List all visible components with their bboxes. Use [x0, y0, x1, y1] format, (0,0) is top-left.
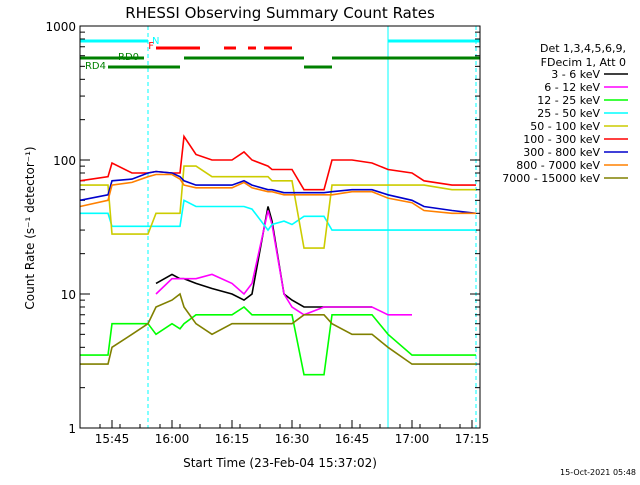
legend-header-line-1: Det 1,3,4,5,6,9,	[540, 42, 626, 55]
legend-label-300-800-kev: 300 - 800 keV	[523, 146, 600, 159]
x-tick-label-6: 17:15	[455, 432, 490, 446]
series-line-7000-15000-kev	[80, 292, 476, 365]
plot-frame	[79, 25, 481, 429]
y-tick-label-1: 10	[61, 288, 76, 302]
legend-label-25-50-kev: 25 - 50 keV	[537, 107, 600, 120]
x-tick-label-2: 16:15	[215, 432, 250, 446]
series-line-12-25-kev	[80, 305, 476, 376]
flag-label-n: N	[152, 36, 159, 47]
x-tick-label-4: 16:45	[335, 432, 370, 446]
y-tick-label-3: 1000	[45, 20, 76, 34]
x-tick-label-3: 16:30	[275, 432, 310, 446]
series-line-50-100-kev	[80, 165, 476, 249]
x-tick-label-5: 17:00	[395, 432, 430, 446]
legend-header-line-2: FDecim 1, Att 0	[541, 56, 626, 69]
legend-label-800-7000-kev: 800 - 7000 keV	[516, 159, 600, 172]
series-line-25-50-kev	[80, 199, 476, 232]
legend-label-6-12-kev: 6 - 12 keV	[544, 81, 600, 94]
chart-title: RHESSI Observing Summary Count Rates	[125, 4, 435, 22]
series-line-6-12-kev	[155, 210, 412, 316]
y-tick-label-0: 1	[68, 422, 76, 436]
series-line-800-7000-kev	[79, 173, 476, 215]
x-axis-label: Start Time (23-Feb-04 15:37:02)	[183, 456, 377, 470]
legend-label-12-25-kev: 12 - 25 keV	[537, 94, 600, 107]
plot-area: 15:45 16:00 16:15 16:30 16:45 17:00 17:15 1 10 10…	[45, 20, 628, 446]
series-line-300-800-kev	[79, 170, 477, 215]
x-tick-label-0: 15:45	[95, 432, 130, 446]
series-line-3-6-kev	[155, 206, 372, 308]
legend-label-7000-15000-kev: 7000 - 15000 keV	[502, 172, 600, 185]
y-tick-label-2: 100	[53, 154, 76, 168]
x-tick-label-1: 16:00	[155, 432, 190, 446]
series-line-100-300-kev	[79, 134, 476, 191]
legend-label-50-100-kev: 50 - 100 keV	[530, 120, 600, 133]
footer-timestamp: 15-Oct-2021 05:48	[560, 468, 636, 477]
y-axis-label: Count Rate (s⁻¹ detector⁻¹)	[23, 146, 37, 309]
legend-label-100-300-kev: 100 - 300 keV	[523, 133, 600, 146]
flag-label-f: F	[148, 41, 154, 52]
flag-label-rd0: RD0	[118, 52, 139, 63]
flag-label-rd4: RD4	[85, 61, 106, 72]
legend-label-3-6-kev: 3 - 6 keV	[551, 68, 600, 81]
